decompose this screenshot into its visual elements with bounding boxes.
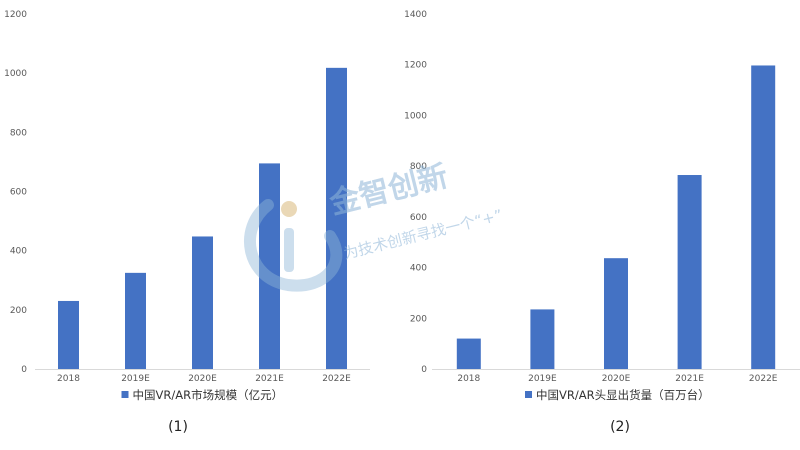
bar bbox=[58, 300, 79, 369]
y-tick-label: 200 bbox=[10, 306, 27, 316]
y-tick-label: 0 bbox=[21, 365, 27, 375]
bar bbox=[192, 236, 213, 369]
x-tick-label: 2018 bbox=[457, 374, 480, 384]
watermark-logo-icon bbox=[244, 199, 343, 292]
bar bbox=[326, 67, 347, 369]
y-tick-label: 1400 bbox=[404, 10, 427, 20]
y-tick-label: 600 bbox=[10, 188, 27, 198]
legend-swatch bbox=[525, 391, 532, 398]
x-tick-label: 2019E bbox=[121, 374, 150, 384]
legend-label: 中国VR/AR市场规模（亿元） bbox=[133, 388, 284, 402]
chart-market-size: 0 200 400 600 800 1000 1200 2018 2019E 2020E 2021E… bbox=[4, 10, 370, 435]
y-tick-label: 1000 bbox=[404, 111, 427, 121]
y-tick-label: 600 bbox=[410, 213, 427, 223]
bar bbox=[259, 163, 280, 369]
x-tick-label: 2018 bbox=[57, 374, 80, 384]
bar bbox=[456, 338, 481, 369]
legend-label: 中国VR/AR头显出货量（百万台） bbox=[536, 388, 710, 402]
y-tick-label: 0 bbox=[421, 365, 427, 375]
x-tick-label: 2020E bbox=[602, 374, 631, 384]
y-tick-label: 800 bbox=[410, 162, 427, 172]
chart-headset-shipments: 0 200 400 600 800 1000 1200 1400 2018 2019E 2020E 2… bbox=[404, 10, 800, 435]
bar bbox=[677, 175, 702, 369]
x-tick-label: 2020E bbox=[188, 374, 217, 384]
bar bbox=[530, 309, 555, 369]
y-tick-label: 200 bbox=[410, 314, 427, 324]
x-tick-label: 2021E bbox=[675, 374, 704, 384]
y-tick-label: 800 bbox=[10, 128, 27, 138]
y-tick-label: 1200 bbox=[404, 61, 427, 71]
chart-caption: (2) bbox=[610, 419, 630, 435]
bar bbox=[125, 272, 146, 369]
x-tick-label: 2022E bbox=[322, 374, 351, 384]
legend-swatch bbox=[121, 391, 129, 398]
watermark: 金智创新 为技术创新寻找一个“+” bbox=[244, 159, 504, 292]
chart-caption: (1) bbox=[168, 419, 188, 435]
x-tick-label: 2022E bbox=[749, 374, 778, 384]
x-tick-label: 2019E bbox=[528, 374, 557, 384]
y-tick-label: 1000 bbox=[4, 69, 27, 79]
x-tick-label: 2021E bbox=[255, 374, 284, 384]
bar bbox=[751, 65, 776, 369]
y-tick-label: 400 bbox=[410, 264, 427, 274]
bar bbox=[604, 258, 628, 369]
y-tick-label: 400 bbox=[10, 247, 27, 257]
y-tick-label: 1200 bbox=[4, 10, 27, 20]
